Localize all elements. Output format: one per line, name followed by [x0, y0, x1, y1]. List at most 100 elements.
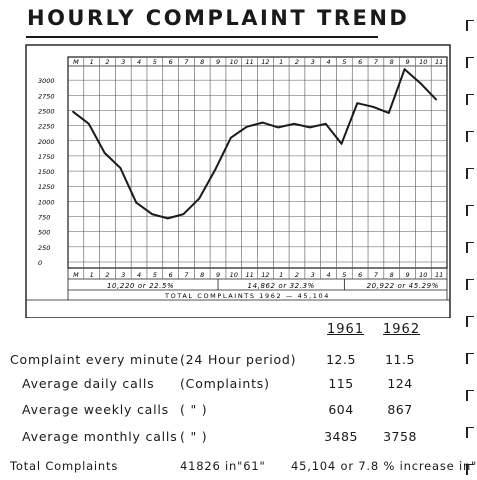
y-tick-label: 2750: [38, 92, 55, 100]
x-tick-label: M: [73, 271, 79, 279]
x-tick-label: 11: [435, 271, 443, 279]
data-point: [356, 102, 359, 105]
x-tick-label: 9: [216, 271, 220, 279]
data-point: [387, 111, 390, 114]
data-point: [308, 126, 311, 129]
row-label: Average daily calls: [22, 376, 155, 391]
data-point: [245, 125, 248, 128]
data-point: [103, 151, 106, 154]
binder-hole: [466, 427, 474, 438]
y-tick-label: 750: [38, 214, 50, 222]
binder-hole: [466, 464, 474, 475]
data-point: [293, 122, 295, 125]
y-tick-label: 1000: [38, 198, 55, 206]
x-tick-label: 11: [245, 271, 253, 279]
data-point: [372, 105, 374, 108]
data-point: [340, 142, 343, 145]
value-1961: 115: [328, 376, 354, 391]
x-tick-label: 10: [419, 271, 427, 279]
x-tick-label: 6: [358, 271, 362, 279]
title-underline: [26, 36, 378, 38]
binder-hole: [466, 94, 474, 105]
x-tick-label: 2: [105, 58, 109, 66]
x-tick-label: 1: [90, 58, 94, 66]
x-tick-label: 11: [435, 58, 443, 66]
total-complaints-label: Total Complaints: [10, 459, 119, 473]
x-tick-label: 6: [358, 58, 362, 66]
x-tick-label: 5: [342, 58, 346, 66]
data-point: [166, 217, 169, 220]
data-point: [198, 197, 201, 200]
outer-frame: [25, 44, 451, 318]
x-tick-label: 7: [374, 271, 379, 279]
binder-holes: [462, 0, 477, 480]
y-tick-label: 2000: [38, 138, 55, 146]
series-line: [72, 68, 438, 220]
x-tick-label: 3: [121, 271, 125, 279]
row-note: (24 Hour period): [180, 352, 297, 367]
x-tick-labels-bottom: M 1 2 3 4 5 6 7 8 9 10 11 12 1 2 3 4 5 6 7 8 9 10 11: [73, 271, 443, 279]
total-1961: 41826 in"61": [180, 459, 266, 473]
x-tick-label: 10: [419, 58, 427, 66]
value-1961: 3485: [324, 429, 358, 444]
y-tick-label: 1750: [38, 153, 55, 161]
binder-hole: [466, 205, 474, 216]
data-point: [87, 122, 90, 125]
value-1962: 11.5: [385, 352, 415, 367]
row-note: ( " ): [180, 402, 208, 417]
data-point: [182, 213, 185, 216]
chart-title: HOURLY COMPLAINT TREND: [27, 6, 410, 30]
y-tick-label: 0: [38, 259, 42, 267]
segment-label: 20,922 or 45.29%: [367, 282, 439, 290]
x-tick-label: 8: [390, 58, 394, 66]
x-tick-label: 5: [342, 271, 346, 279]
data-point: [214, 168, 217, 171]
data-point: [261, 121, 264, 124]
year-header-1962: 1962: [383, 322, 421, 337]
x-tick-label: 3: [311, 271, 315, 279]
y-tick-label: 2250: [38, 123, 55, 131]
chart-footer: 10,220 or 22.5% 14,862 or 32.3% 20,922 or …: [107, 279, 439, 300]
x-tick-label: 3: [121, 58, 125, 66]
x-tick-label: 9: [405, 271, 409, 279]
value-1962: 3758: [383, 429, 417, 444]
x-tick-label: 6: [169, 58, 173, 66]
x-tick-label: 10: [230, 58, 238, 66]
data-point: [277, 126, 280, 129]
data-point: [435, 98, 438, 101]
x-tick-label: 7: [184, 58, 189, 66]
value-1962: 867: [387, 402, 413, 417]
x-tick-label: 2: [105, 271, 109, 279]
x-tick-label: 3: [311, 58, 315, 66]
x-tick-label: 4: [137, 58, 141, 66]
x-tick-label: 1: [90, 271, 94, 279]
x-tick-label: 1: [279, 271, 283, 279]
data-point: [151, 213, 153, 216]
row-label: Average monthly calls: [22, 429, 178, 444]
row-note: (Complaints): [180, 376, 270, 391]
data-point: [403, 68, 406, 71]
x-tick-label: 4: [326, 271, 330, 279]
data-point: [119, 167, 122, 169]
row-label: Average weekly calls: [22, 402, 169, 417]
year-header-1961: 1961: [327, 322, 365, 337]
segment-label: 14,862 or 32.3%: [248, 282, 315, 290]
x-tick-label: 12: [261, 271, 269, 279]
binder-hole: [466, 57, 474, 68]
y-tick-label: 2500: [38, 107, 55, 115]
x-tick-label: 9: [216, 58, 220, 66]
binder-hole: [466, 279, 474, 290]
y-tick-label: 500: [38, 229, 50, 237]
x-tick-label: 8: [390, 271, 394, 279]
data-point: [135, 201, 138, 204]
x-tick-label: 6: [169, 271, 173, 279]
x-tick-label: 8: [200, 58, 204, 66]
y-tick-labels: 0 250 500 750 1000 1250 1500 1750 2000 2250 2500 27…: [38, 77, 55, 267]
data-point: [72, 110, 74, 113]
x-tick-labels-top: M 1 2 3 4 5 6 7 8 9 10 11 12 1 2 3 4 5 6 7 8 9 10 11: [73, 58, 443, 66]
binder-hole: [466, 316, 474, 327]
x-tick-label: 7: [374, 58, 379, 66]
x-tick-label: 10: [230, 271, 238, 279]
value-1961: 12.5: [326, 352, 356, 367]
x-tick-label: 11: [245, 58, 253, 66]
